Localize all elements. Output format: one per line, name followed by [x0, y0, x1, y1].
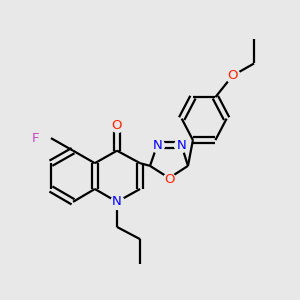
Text: N: N	[176, 139, 186, 152]
Text: O: O	[112, 119, 122, 132]
Text: F: F	[31, 132, 39, 145]
Text: O: O	[227, 69, 238, 82]
Text: O: O	[164, 173, 174, 186]
Text: N: N	[112, 195, 122, 208]
Text: N: N	[152, 139, 162, 152]
